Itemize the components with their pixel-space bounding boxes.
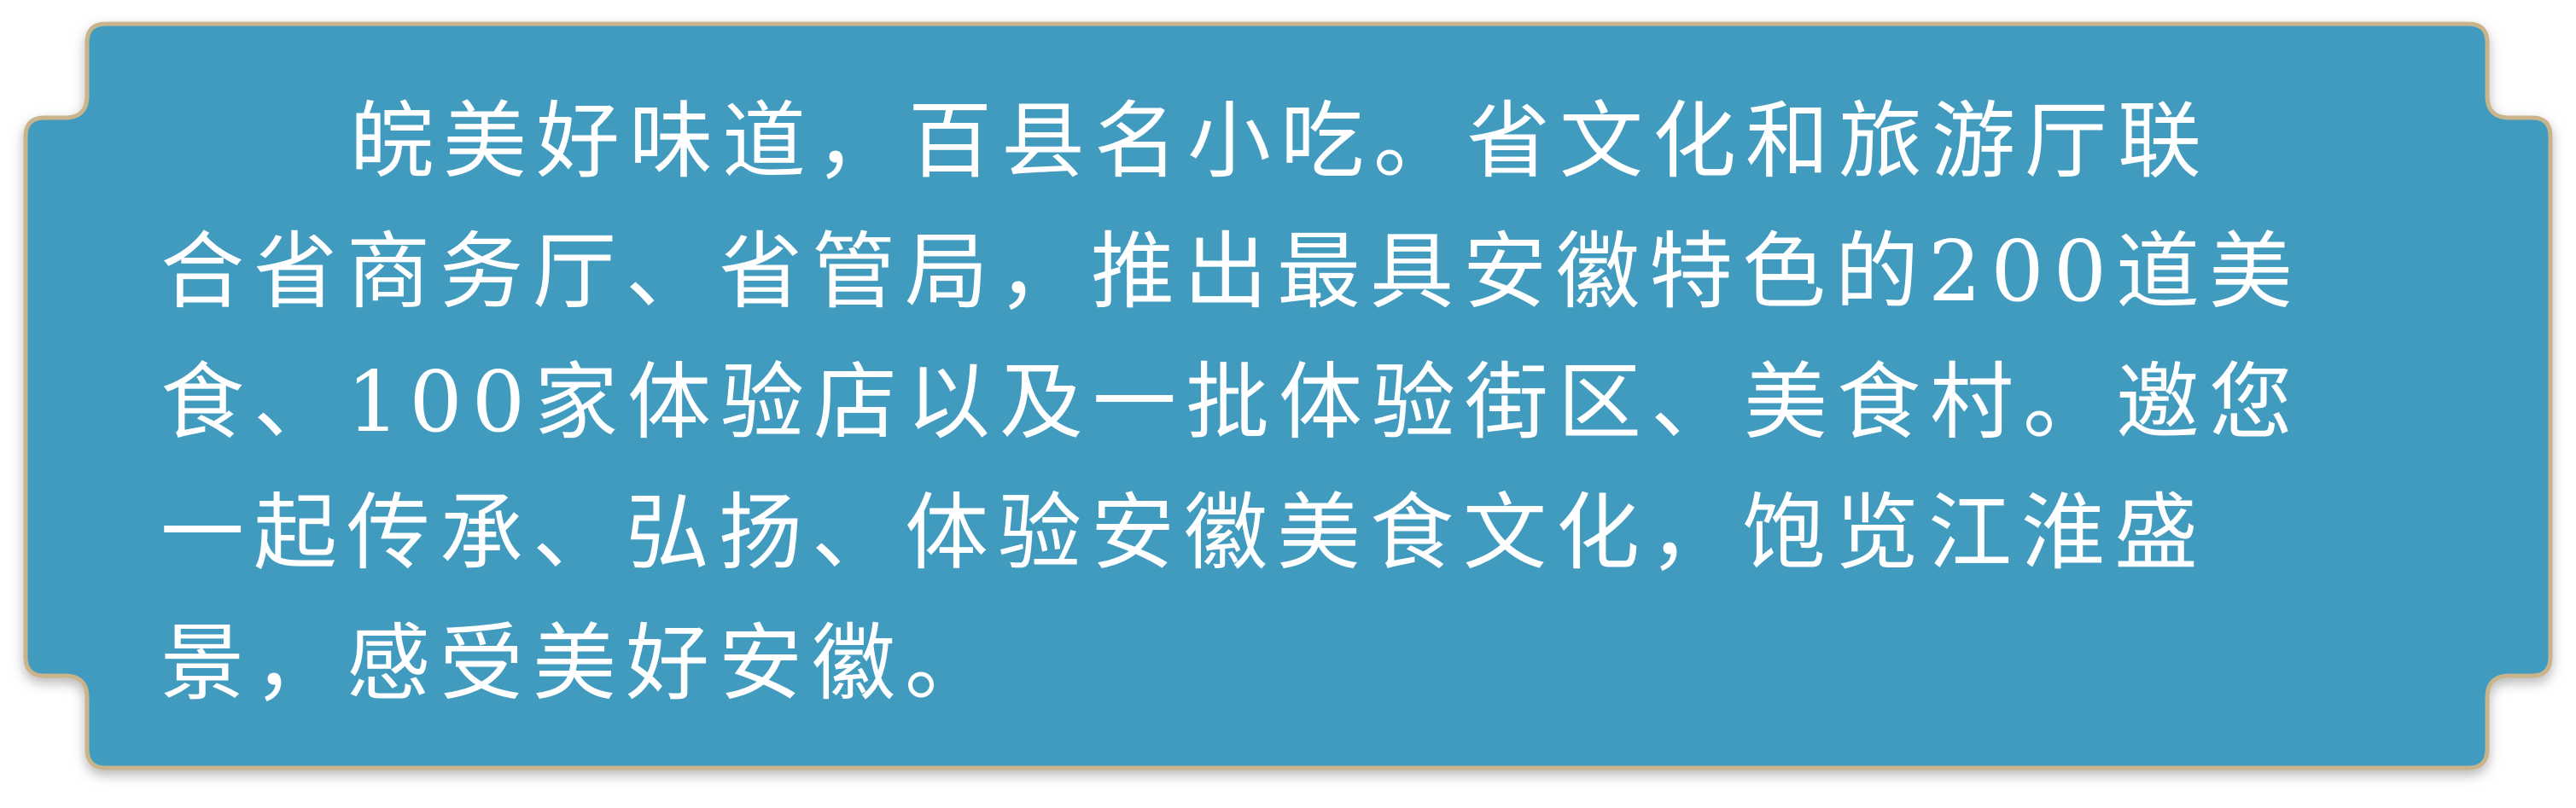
text-line-5: 景，感受美好安徽。	[160, 615, 999, 712]
text-line-1: 皖美好味道，百县名小吃。省文化和旅游厅联	[350, 93, 2212, 190]
text-line-4: 一起传承、弘扬、体验安徽美食文化，饱览江淮盛	[160, 485, 2208, 582]
text-line-2: 合省商务厅、省管局，推出最具安徽特色的200道美	[160, 224, 2303, 321]
text-line-3: 食、100家体验店以及一批体验街区、美食村。邀您	[160, 354, 2303, 451]
panel-background	[23, 21, 2553, 770]
announcement-text: 皖美好味道，百县名小吃。省文化和旅游厅联 合省商务厅、省管局，推出最具安徽特色的…	[160, 77, 2414, 730]
